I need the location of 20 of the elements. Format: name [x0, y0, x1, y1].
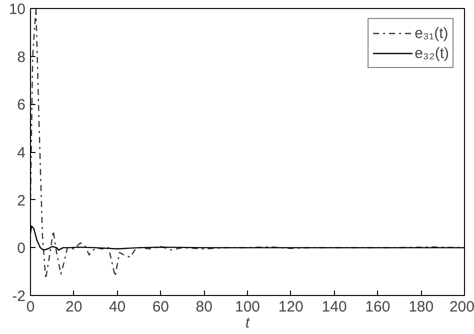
x-tick-label: 20 — [66, 298, 82, 316]
x-tick-label: 140 — [322, 298, 347, 316]
y-tick-label: 10 — [8, 1, 26, 18]
y-tick-label: 8 — [17, 48, 26, 66]
y-tick-label: 2 — [17, 192, 26, 210]
x-tick-label: 120 — [278, 298, 304, 316]
x-tick-label: 80 — [196, 298, 212, 316]
y-tick-label: -2 — [12, 288, 26, 305]
x-tick-label: 100 — [234, 298, 260, 316]
x-tick-label: 180 — [408, 298, 434, 316]
y-tick-label: 0 — [17, 240, 26, 258]
x-tick-label: 160 — [365, 298, 390, 316]
legend-label: e₃₁(t) — [414, 24, 448, 42]
x-tick-label: 40 — [108, 298, 126, 316]
x-tick-label: 60 — [152, 298, 170, 316]
y-tick-label: 6 — [17, 96, 26, 114]
y-tick-label: 4 — [17, 144, 26, 162]
x-tick-label: 200 — [449, 298, 474, 316]
legend-label: e₃₂(t) — [414, 44, 449, 62]
x-axis-title: t — [245, 314, 250, 332]
